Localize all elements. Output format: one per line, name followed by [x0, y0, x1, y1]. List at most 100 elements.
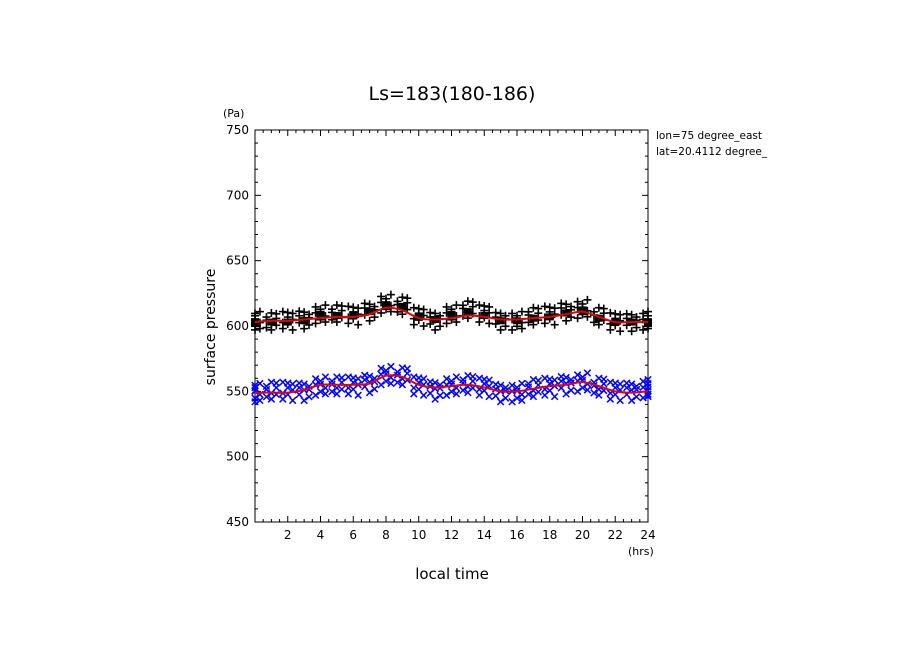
cross-point-b: [370, 374, 379, 383]
plus-point: [496, 309, 505, 318]
cross-point-b: [419, 381, 428, 389]
cross-point: [360, 376, 369, 384]
cross-point: [550, 376, 559, 384]
cross-point-b: [562, 390, 570, 398]
cross-point-b: [295, 383, 303, 392]
cross-point-b: [387, 362, 395, 371]
cross-point: [578, 383, 587, 392]
cross-point-b: [567, 376, 575, 384]
cross-point-b: [524, 390, 533, 398]
box-point: [447, 310, 456, 318]
cross-point-b: [305, 393, 313, 401]
plus-point: [365, 316, 374, 325]
plus-point: [398, 310, 407, 319]
y-axis-unit: (Pa): [223, 107, 244, 120]
cross-point: [508, 398, 516, 406]
plus-point: [262, 323, 271, 332]
x-tick-label: 10: [411, 528, 426, 542]
cross-point: [436, 391, 444, 400]
x-axis-unit: (hrs): [628, 545, 654, 558]
cross-point-b: [377, 381, 385, 389]
cross-point: [321, 373, 330, 381]
x-tick-label: 24: [640, 528, 655, 542]
plus-point: [337, 306, 346, 315]
plus-point: [300, 324, 309, 333]
cross-point-b: [518, 396, 526, 405]
plus-point: [321, 301, 330, 310]
y-tick-label: 700: [226, 188, 249, 202]
cross-point-b: [590, 389, 598, 397]
cross-point: [534, 388, 543, 396]
cross-point-b: [480, 380, 488, 388]
y-axis-label: surface pressure: [203, 269, 219, 386]
cross-point: [403, 369, 412, 378]
plus-point: [419, 305, 428, 314]
cross-point-b: [518, 379, 526, 388]
cross-point: [354, 375, 362, 383]
plus-point: [311, 319, 320, 328]
cross-point-b: [600, 380, 608, 388]
box-point: [496, 317, 505, 325]
box-point: [316, 310, 325, 318]
plus-point: [524, 318, 533, 327]
cross-point-b: [403, 369, 412, 378]
cross-point: [382, 377, 390, 385]
plus-point: [627, 310, 636, 319]
cross-point: [305, 393, 313, 401]
cross-point: [644, 392, 652, 401]
cross-point-b: [622, 383, 631, 392]
cross-point: [321, 390, 330, 398]
cross-point-b: [508, 398, 516, 406]
plus-point: [557, 303, 566, 312]
cross-point-b: [251, 387, 259, 395]
cross-point-b: [496, 381, 505, 390]
plus-point: [508, 309, 517, 318]
cross-point-b: [534, 388, 543, 396]
cross-point-b: [442, 375, 451, 383]
plus-point: [305, 320, 314, 329]
cross-point-b: [632, 393, 641, 401]
cross-point-b: [550, 392, 559, 401]
cross-point: [328, 387, 336, 396]
cross-point-b: [573, 387, 582, 396]
cross-point-b: [485, 392, 493, 401]
x-tick-label: 14: [477, 528, 492, 542]
box-point: [365, 308, 374, 316]
plus-point: [529, 303, 538, 312]
cross-point: [469, 377, 477, 385]
cross-point-b: [403, 376, 412, 384]
plus-point: [267, 308, 276, 317]
cross-point-b: [272, 383, 281, 392]
plus-point: [616, 327, 625, 336]
plus-point: [321, 318, 330, 327]
plus-point: [562, 300, 571, 309]
cross-point: [288, 396, 297, 405]
plus-point: [540, 302, 549, 311]
plus-point: [501, 322, 510, 331]
cross-point: [393, 378, 402, 387]
plus-point: [517, 324, 526, 333]
data-marks: [251, 290, 652, 406]
cross-point-b: [300, 396, 308, 405]
cross-point-b: [447, 387, 456, 396]
plus-point: [594, 303, 603, 312]
plus-point: [567, 313, 576, 322]
plus-point: [573, 297, 582, 306]
cross-point: [311, 391, 320, 399]
cross-point-b: [321, 390, 330, 398]
x-tick-label: 22: [608, 528, 623, 542]
cross-point: [387, 362, 395, 371]
cross-point-b: [442, 391, 451, 399]
plot-frame: [254, 129, 649, 523]
x-tick-label: 6: [349, 528, 357, 542]
cross-point: [567, 376, 575, 384]
plus-point: [583, 312, 592, 321]
cross-point-b: [354, 375, 362, 383]
plus-point: [386, 290, 395, 299]
plus-point: [606, 308, 615, 317]
cross-point: [644, 386, 652, 395]
plus-point: [431, 325, 440, 334]
cross-point-b: [288, 380, 297, 388]
cross-point-b: [256, 396, 264, 405]
cross-point: [262, 393, 271, 401]
